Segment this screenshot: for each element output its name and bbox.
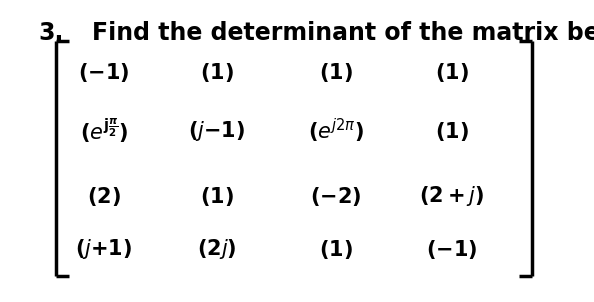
Text: $\mathbf{(}e^{\mathbf{j}\frac{\boldsymbol{\pi}}{\mathbf{2}}}\mathbf{)}$: $\mathbf{(}e^{\mathbf{j}\frac{\boldsymbo… [80,117,128,146]
Text: 3.: 3. [39,21,64,45]
Text: $\mathbf{(1)}$: $\mathbf{(1)}$ [200,61,233,84]
Text: $\mathbf{(1)}$: $\mathbf{(1)}$ [319,238,352,261]
Text: $\mathbf{(}e^{j2\pi}\mathbf{)}$: $\mathbf{(}e^{j2\pi}\mathbf{)}$ [308,117,364,146]
Text: $\mathbf{(1)}$: $\mathbf{(1)}$ [200,185,233,208]
Text: Find the determinant of the matrix below.: Find the determinant of the matrix below… [92,21,594,45]
Text: $\mathbf{(}j\mathbf{+1)}$: $\mathbf{(}j\mathbf{+1)}$ [75,237,132,261]
Text: $\mathbf{(2)}$: $\mathbf{(2)}$ [87,185,121,208]
Text: $\mathbf{(2+}j\mathbf{)}$: $\mathbf{(2+}j\mathbf{)}$ [419,184,484,208]
Text: $\mathbf{(1)}$: $\mathbf{(1)}$ [435,61,468,84]
Text: $\mathbf{(1)}$: $\mathbf{(1)}$ [319,61,352,84]
Text: $\mathbf{(-1)}$: $\mathbf{(-1)}$ [78,61,129,84]
Text: $\mathbf{(-1)}$: $\mathbf{(-1)}$ [426,238,477,261]
Text: $\mathbf{(-2)}$: $\mathbf{(-2)}$ [310,185,361,208]
Text: $\mathbf{(2}j\mathbf{)}$: $\mathbf{(2}j\mathbf{)}$ [197,237,236,261]
Text: $\mathbf{(1)}$: $\mathbf{(1)}$ [435,120,468,143]
Text: $\mathbf{(}j\mathbf{-1)}$: $\mathbf{(}j\mathbf{-1)}$ [188,119,245,143]
